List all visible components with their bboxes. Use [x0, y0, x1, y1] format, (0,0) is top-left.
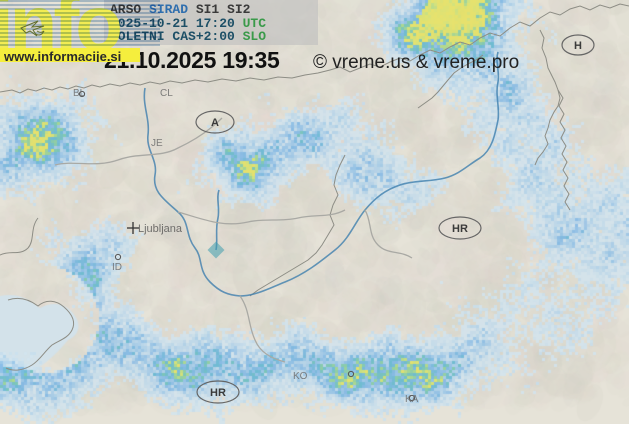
svg-text:CL: CL — [160, 88, 173, 99]
svg-text:H: H — [574, 40, 582, 52]
svg-text:HR: HR — [452, 223, 468, 235]
svg-text:BL: BL — [73, 88, 86, 99]
svg-text:KA: KA — [405, 394, 419, 405]
svg-text:ID: ID — [112, 262, 122, 273]
svg-text:Ljubljana: Ljubljana — [138, 223, 183, 235]
svg-text:HR: HR — [210, 387, 226, 399]
svg-text:JE: JE — [151, 138, 163, 149]
svg-text:A: A — [211, 117, 219, 129]
svg-text:KO: KO — [293, 371, 308, 382]
